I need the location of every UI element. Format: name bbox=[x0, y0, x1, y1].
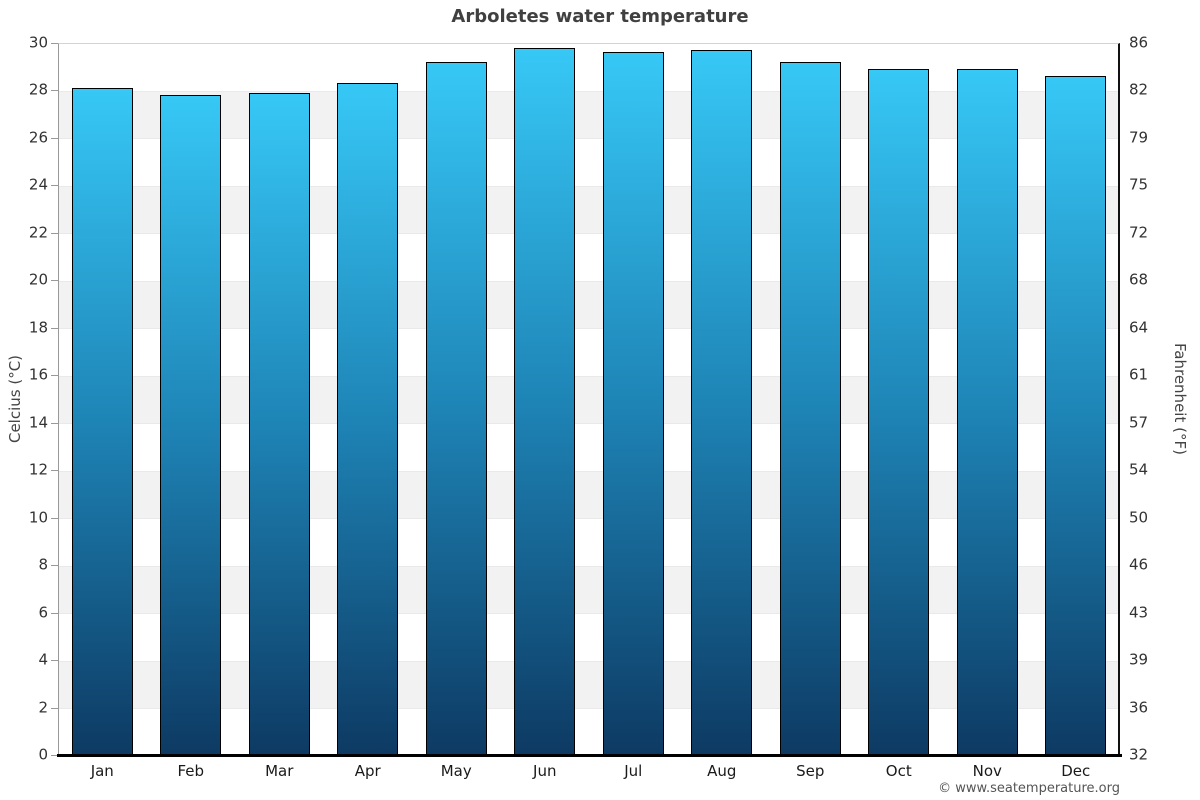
x-axis-line bbox=[57, 754, 1122, 757]
celsius-tick-label: 16 bbox=[28, 365, 48, 384]
fahrenheit-tick-label: 82 bbox=[1129, 80, 1149, 99]
bar-dec[interactable] bbox=[1045, 76, 1107, 755]
grid-band bbox=[59, 471, 1118, 519]
bar-nov[interactable] bbox=[956, 69, 1018, 755]
celsius-tick-label: 30 bbox=[28, 33, 48, 52]
fahrenheit-tick-label: 32 bbox=[1129, 745, 1149, 764]
fahrenheit-tick-label: 39 bbox=[1129, 650, 1149, 669]
celsius-tick-mark bbox=[51, 755, 58, 756]
celsius-tick-label: 4 bbox=[38, 650, 48, 669]
grid-band bbox=[59, 566, 1118, 614]
fahrenheit-tick-label: 57 bbox=[1129, 413, 1149, 432]
month-label-mar: Mar bbox=[265, 762, 294, 780]
celsius-tick-mark bbox=[51, 518, 58, 519]
celsius-tick-mark bbox=[51, 660, 58, 661]
month-label-apr: Apr bbox=[354, 762, 381, 780]
fahrenheit-tick-label: 43 bbox=[1129, 603, 1149, 622]
fahrenheit-tick-label: 54 bbox=[1129, 460, 1149, 479]
grid-band bbox=[59, 91, 1118, 139]
bar-jan[interactable] bbox=[71, 88, 133, 755]
celsius-tick-label: 26 bbox=[28, 128, 48, 147]
celsius-tick-mark bbox=[51, 565, 58, 566]
month-label-jul: Jul bbox=[624, 762, 643, 780]
celsius-tick-label: 20 bbox=[28, 270, 48, 289]
celsius-tick-label: 10 bbox=[28, 508, 48, 527]
celsius-tick-mark bbox=[51, 185, 58, 186]
grid-band bbox=[59, 186, 1118, 234]
celsius-tick-mark bbox=[51, 90, 58, 91]
fahrenheit-tick-label: 79 bbox=[1129, 128, 1149, 147]
bar-sep[interactable] bbox=[779, 61, 841, 755]
bar-apr[interactable] bbox=[337, 83, 399, 755]
celsius-tick-mark bbox=[51, 138, 58, 139]
celsius-tick-label: 14 bbox=[28, 413, 48, 432]
grid-band bbox=[59, 613, 1118, 662]
celsius-tick-label: 8 bbox=[38, 555, 48, 574]
fahrenheit-tick-label: 68 bbox=[1129, 270, 1149, 289]
chart-title: Arboletes water temperature bbox=[451, 6, 749, 27]
fahrenheit-tick-label: 72 bbox=[1129, 223, 1149, 242]
celsius-tick-label: 18 bbox=[28, 318, 48, 337]
month-label-aug: Aug bbox=[707, 762, 737, 780]
celsius-tick-mark bbox=[51, 233, 58, 234]
fahrenheit-tick-label: 64 bbox=[1129, 318, 1149, 337]
fahrenheit-tick-label: 46 bbox=[1129, 555, 1149, 574]
celsius-tick-mark bbox=[51, 613, 58, 614]
celsius-tick-mark bbox=[51, 470, 58, 471]
bar-oct[interactable] bbox=[868, 69, 930, 755]
attribution-link[interactable]: © www.seatemperature.org bbox=[938, 781, 1120, 796]
celsius-tick-mark bbox=[51, 708, 58, 709]
celsius-tick-label: 24 bbox=[28, 175, 48, 194]
grid-band bbox=[59, 44, 1118, 92]
month-label-sep: Sep bbox=[796, 762, 825, 780]
month-label-jun: Jun bbox=[533, 762, 557, 780]
bar-jun[interactable] bbox=[514, 47, 576, 755]
celsius-axis-title: Celcius (°C) bbox=[6, 354, 24, 444]
bar-aug[interactable] bbox=[691, 50, 753, 755]
bar-may[interactable] bbox=[425, 61, 487, 755]
celsius-tick-label: 12 bbox=[28, 460, 48, 479]
grid-band bbox=[59, 138, 1118, 187]
plot-area bbox=[58, 43, 1120, 756]
celsius-tick-mark bbox=[51, 280, 58, 281]
bar-mar[interactable] bbox=[248, 92, 310, 755]
month-label-nov: Nov bbox=[972, 762, 1002, 780]
fahrenheit-axis-title: Fahrenheit (°F) bbox=[1171, 343, 1189, 455]
fahrenheit-tick-label: 86 bbox=[1129, 33, 1149, 52]
celsius-tick-label: 22 bbox=[28, 223, 48, 242]
grid-band bbox=[59, 281, 1118, 329]
fahrenheit-tick-label: 61 bbox=[1129, 365, 1149, 384]
bar-feb[interactable] bbox=[160, 95, 222, 755]
grid-band bbox=[59, 708, 1118, 756]
celsius-tick-label: 28 bbox=[28, 80, 48, 99]
month-label-oct: Oct bbox=[885, 762, 912, 780]
month-label-may: May bbox=[440, 762, 472, 780]
celsius-tick-mark bbox=[51, 423, 58, 424]
celsius-tick-mark bbox=[51, 328, 58, 329]
celsius-tick-label: 2 bbox=[38, 698, 48, 717]
grid-band bbox=[59, 518, 1118, 567]
celsius-tick-mark bbox=[51, 375, 58, 376]
fahrenheit-tick-label: 75 bbox=[1129, 175, 1149, 194]
grid-band bbox=[59, 233, 1118, 282]
month-label-dec: Dec bbox=[1061, 762, 1091, 780]
grid-band bbox=[59, 376, 1118, 424]
grid-band bbox=[59, 328, 1118, 377]
celsius-tick-label: 0 bbox=[38, 745, 48, 764]
fahrenheit-tick-label: 50 bbox=[1129, 508, 1149, 527]
grid-band bbox=[59, 661, 1118, 709]
fahrenheit-tick-label: 36 bbox=[1129, 698, 1149, 717]
month-label-feb: Feb bbox=[177, 762, 205, 780]
grid-band bbox=[59, 423, 1118, 472]
month-label-jan: Jan bbox=[90, 762, 114, 780]
bar-jul[interactable] bbox=[602, 52, 664, 755]
celsius-tick-mark bbox=[51, 43, 58, 44]
celsius-tick-label: 6 bbox=[38, 603, 48, 622]
